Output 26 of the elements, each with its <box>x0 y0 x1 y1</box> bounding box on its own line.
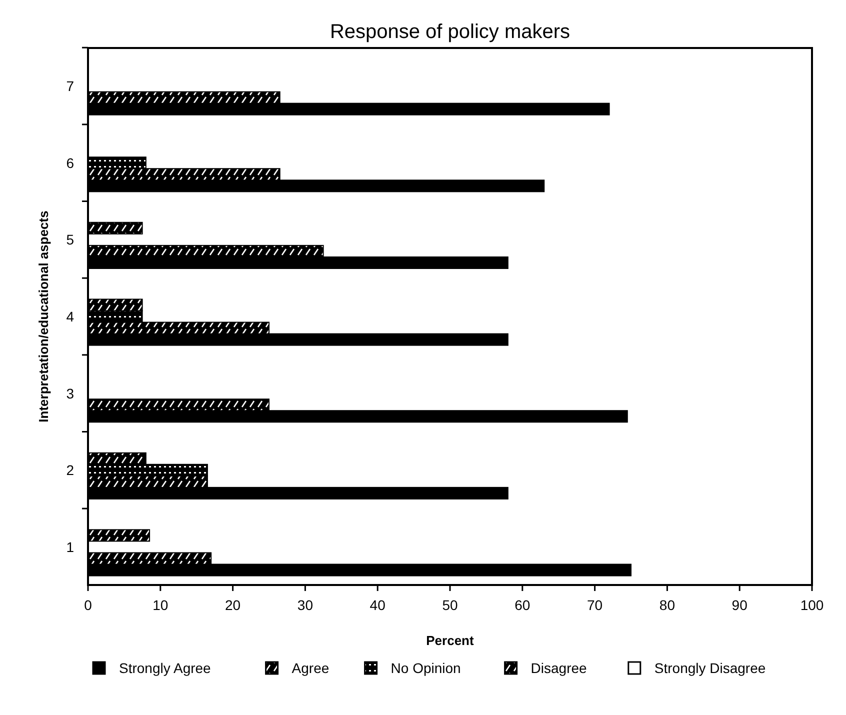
x-tick-label: 50 <box>442 597 458 613</box>
x-tick-label: 80 <box>659 597 676 613</box>
y-tick-label: 2 <box>66 462 74 478</box>
y-tick-label: 7 <box>66 78 74 94</box>
y-tick-label: 5 <box>66 232 74 248</box>
x-tick-label: 90 <box>732 597 748 613</box>
x-tick-label: 20 <box>225 597 241 613</box>
x-tick-label: 100 <box>800 597 824 613</box>
x-axis-title: Percent <box>426 633 475 648</box>
y-tick-label: 4 <box>66 308 74 324</box>
legend-label: Strongly Disagree <box>654 660 766 676</box>
legend-label: Strongly Agree <box>119 660 212 676</box>
legend-label: Disagree <box>530 660 588 676</box>
y-axis-title: Interpretation/educational aspects <box>36 210 51 422</box>
x-tick-label: 60 <box>514 597 530 613</box>
x-tick-label: 10 <box>152 597 168 613</box>
x-tick-label: 0 <box>84 597 92 613</box>
x-tick-label: 30 <box>297 597 314 613</box>
y-tick-label: 6 <box>66 154 74 171</box>
x-tick-label: 40 <box>370 597 386 613</box>
y-tick-label: 3 <box>66 385 74 402</box>
y-tick-label: 1 <box>66 538 74 555</box>
legend-label: Agree <box>292 660 330 676</box>
x-tick-label: 70 <box>587 597 603 613</box>
legend-label: No Opinion <box>390 660 461 676</box>
chart-title: Response of policy makers <box>330 21 570 43</box>
